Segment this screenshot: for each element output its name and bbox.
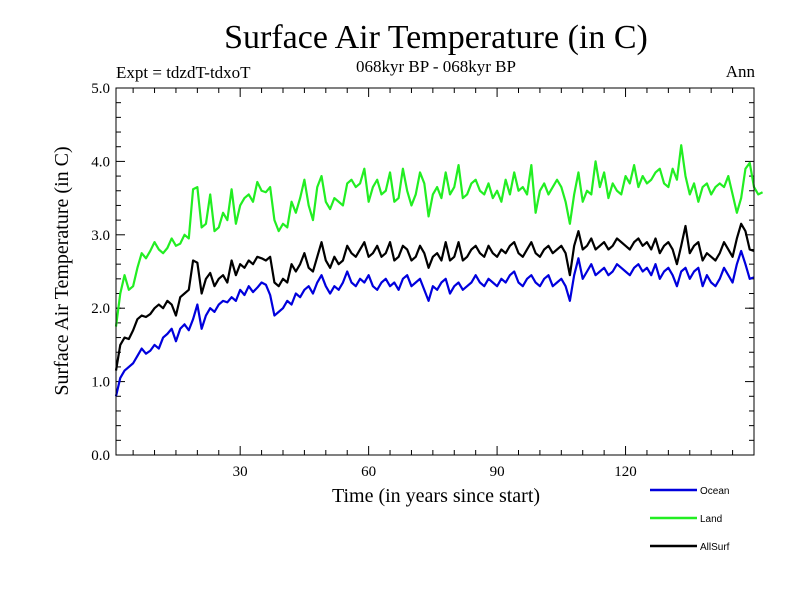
series-line-land (114, 144, 764, 327)
x-tick-label: 60 (361, 464, 376, 480)
x-tick-label: 90 (490, 464, 505, 480)
chart-title: Surface Air Temperature (in C) (224, 19, 648, 56)
chart-subtitle: 068kyr BP - 068kyr BP (356, 57, 516, 76)
legend: Ocean Land AllSurf (650, 486, 730, 553)
y-tick-label: 3.0 (91, 228, 110, 244)
x-tick-label: 30 (233, 464, 248, 480)
y-tick-label: 1.0 (91, 375, 110, 391)
y-axis-label: Surface Air Temperature (in C) (51, 146, 73, 395)
legend-label-allsurf: AllSurf (700, 542, 730, 553)
x-axis-label: Time (in years since start) (332, 485, 540, 507)
period-label: Ann (726, 62, 756, 81)
experiment-label: Expt = tdzdT-tdxoT (116, 63, 251, 82)
series-line-allsurf (114, 222, 755, 371)
y-tick-label: 4.0 (91, 154, 110, 170)
x-tick-label: 120 (614, 464, 637, 480)
series-layer (114, 144, 764, 397)
y-tick-label: 5.0 (91, 81, 110, 97)
legend-label-land: Land (700, 514, 722, 525)
y-axis-ticks: 0.0 1.0 2.0 3.0 4.0 5.0 (91, 81, 754, 464)
plot-frame (115, 87, 755, 456)
legend-label-ocean: Ocean (700, 486, 729, 497)
x-axis-ticks: 30 60 90 120 (132, 88, 734, 480)
y-tick-label: 2.0 (91, 301, 110, 317)
y-tick-label: 0.0 (91, 448, 110, 464)
series-line-ocean (114, 249, 755, 397)
